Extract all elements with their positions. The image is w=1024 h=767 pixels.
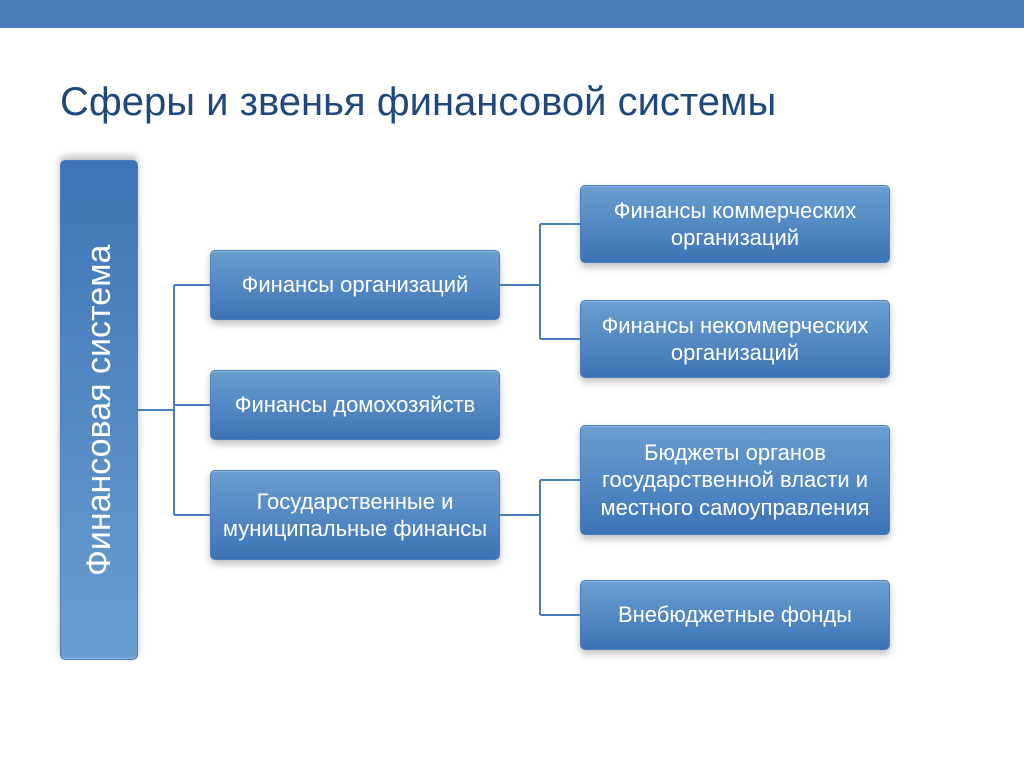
slide-canvas: Сферы и звенья финансовой системы Финанс…	[0, 0, 1024, 767]
slide-title: Сферы и звенья финансовой системы	[60, 80, 776, 125]
node-root: Финансовая система	[60, 160, 138, 660]
node-leaf3-label: Бюджеты органов государственной власти и…	[591, 439, 879, 522]
node-mid2-label: Финансы домохозяйств	[235, 391, 475, 419]
slide-top-bar	[0, 0, 1024, 28]
node-mid3-label: Государственные и муниципальные финансы	[221, 488, 489, 543]
node-leaf1: Финансы коммерческих организаций	[580, 185, 890, 263]
node-mid3: Государственные и муниципальные финансы	[210, 470, 500, 560]
node-leaf2: Финансы некоммерческих организаций	[580, 300, 890, 378]
node-leaf1-label: Финансы коммерческих организаций	[591, 197, 879, 252]
node-leaf4: Внебюджетные фонды	[580, 580, 890, 650]
node-leaf3: Бюджеты органов государственной власти и…	[580, 425, 890, 535]
node-mid1-label: Финансы организаций	[242, 271, 469, 299]
node-leaf4-label: Внебюджетные фонды	[618, 601, 852, 629]
node-root-label: Финансовая система	[78, 244, 121, 575]
node-mid2: Финансы домохозяйств	[210, 370, 500, 440]
node-mid1: Финансы организаций	[210, 250, 500, 320]
node-leaf2-label: Финансы некоммерческих организаций	[591, 312, 879, 367]
